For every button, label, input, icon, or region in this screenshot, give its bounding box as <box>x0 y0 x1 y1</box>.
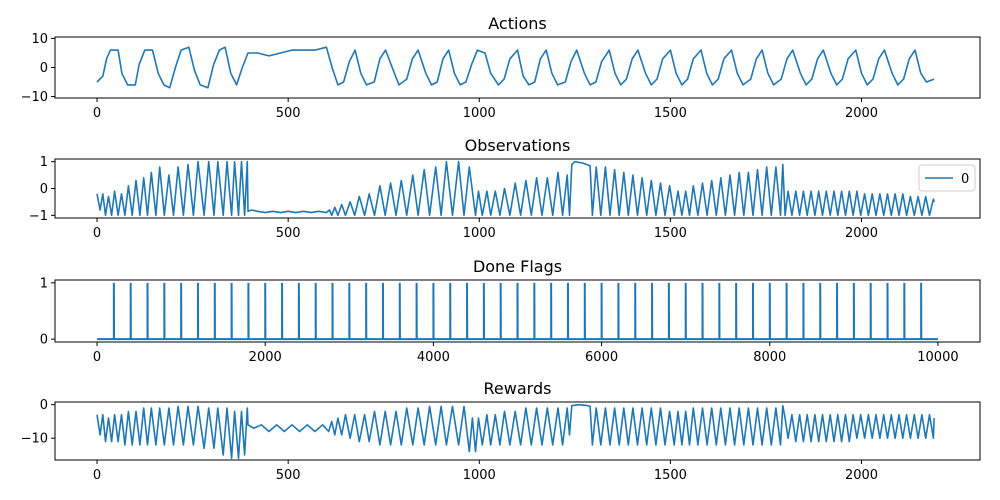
x-tick-label: 6000 <box>585 350 618 365</box>
x-tick-label: 1000 <box>463 106 496 121</box>
x-tick-label: 1500 <box>654 226 687 241</box>
done-flags-line <box>97 282 938 341</box>
subplot-rewards: Rewards 0 500 1000 1500 2000 −10 0 <box>21 379 981 483</box>
x-tick-label: 0 <box>93 106 101 121</box>
x-tick-label: 2000 <box>249 350 282 365</box>
x-tick-label: 2000 <box>845 226 878 241</box>
x-tick-label: 500 <box>276 226 301 241</box>
y-tick-label: 0 <box>40 398 48 413</box>
x-tick-label: 500 <box>276 468 301 483</box>
x-tick-label: 2000 <box>845 468 878 483</box>
y-tick-label: 0 <box>40 61 48 76</box>
x-tick-label: 1500 <box>654 468 687 483</box>
subplot-done-flags: Done Flags 0 2000 4000 6000 8000 10000 0 1 <box>40 257 981 365</box>
x-tick-label: 1000 <box>463 468 496 483</box>
x-tick-label: 10000 <box>917 350 958 365</box>
subplot-title: Rewards <box>484 379 552 398</box>
x-tick-label: 0 <box>93 226 101 241</box>
x-tick-label: 1000 <box>463 226 496 241</box>
legend-label: 0 <box>961 172 969 187</box>
subplot-observations: Observations 0 500 1000 1500 2000 −1 0 1 0 <box>29 136 981 241</box>
y-tick-label: 0 <box>40 182 48 197</box>
legend: 0 <box>918 164 976 192</box>
x-tick-label: 0 <box>93 350 101 365</box>
subplot-actions: Actions 0 500 1000 1500 2000 −10 0 10 <box>21 14 981 121</box>
x-tick-label: 1500 <box>654 106 687 121</box>
x-tick-label: 8000 <box>753 350 786 365</box>
subplot-title: Done Flags <box>473 257 562 276</box>
series-line-0 <box>96 46 935 89</box>
y-tick-label: −1 <box>29 209 48 224</box>
y-tick-label: 1 <box>40 155 48 170</box>
series-line-0 <box>96 160 935 217</box>
axes-frame <box>54 401 981 461</box>
subplot-title: Observations <box>465 136 571 155</box>
y-tick-label: −10 <box>21 432 48 447</box>
y-tick-label: 1 <box>40 276 48 291</box>
x-tick-label: 500 <box>276 106 301 121</box>
series-line-0 <box>96 403 935 460</box>
x-tick-label: 2000 <box>845 106 878 121</box>
y-tick-label: 0 <box>40 333 48 348</box>
subplot-title: Actions <box>488 14 546 33</box>
x-tick-label: 0 <box>93 468 101 483</box>
y-tick-label: −10 <box>21 90 48 105</box>
axes-frame <box>54 279 981 343</box>
x-tick-label: 4000 <box>417 350 450 365</box>
y-tick-label: 10 <box>31 32 48 47</box>
